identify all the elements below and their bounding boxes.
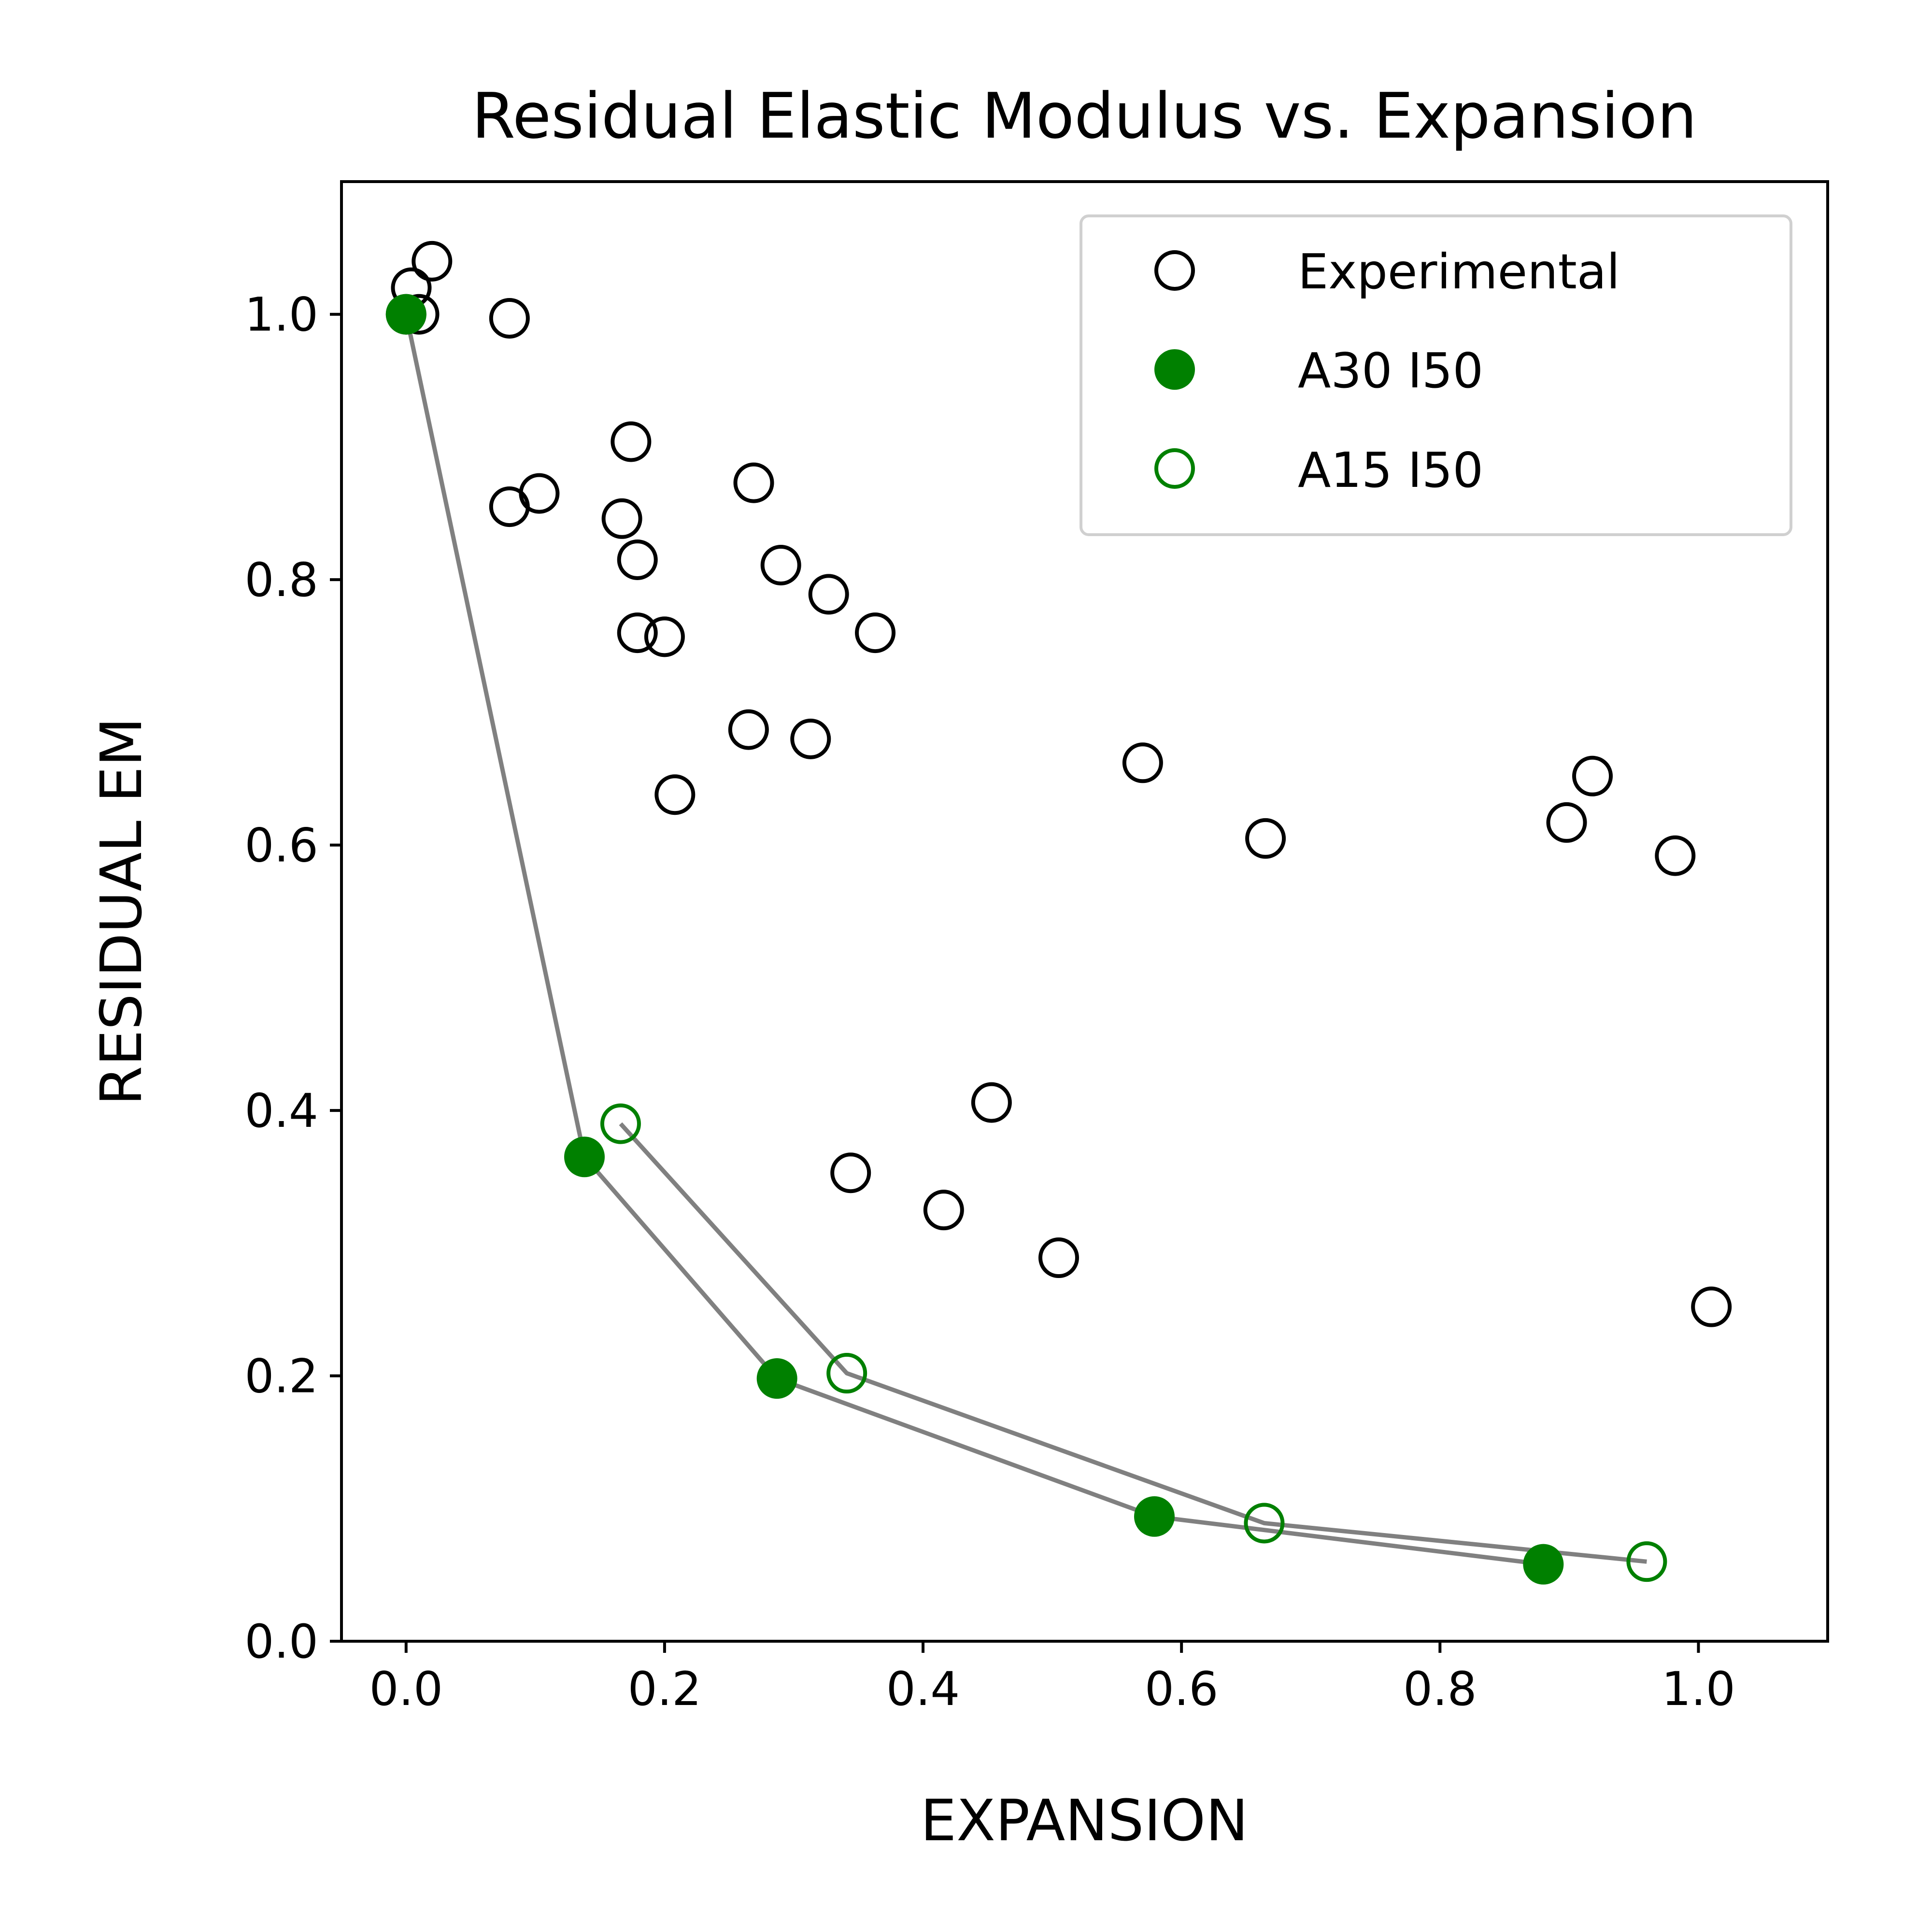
data-point-experimental	[617, 612, 658, 653]
x-axis: 0.0 0.2 0.4 0.6 0.8 1.0	[369, 1641, 1735, 1716]
data-point-experimental	[790, 718, 831, 759]
x-tick-label: 0.4	[886, 1662, 960, 1716]
x-tick-label: 1.0	[1662, 1662, 1735, 1716]
legend-frame	[1080, 214, 1792, 536]
data-point-experimental	[519, 473, 560, 514]
x-tick-label: 0.2	[628, 1662, 702, 1716]
data-point-experimental	[644, 616, 685, 657]
data-point-experimental	[855, 612, 896, 653]
legend-label-a30-i50: A30 I50	[1298, 342, 1483, 399]
data-point-experimental	[808, 574, 849, 615]
data-point-a30-i50	[1523, 1544, 1564, 1585]
data-point-experimental	[412, 241, 453, 282]
data-point-experimental	[617, 539, 658, 580]
y-tick-label: 0.6	[244, 819, 318, 873]
data-point-experimental	[728, 709, 769, 750]
data-point-experimental	[601, 498, 642, 539]
series-line-a15-i50	[619, 1122, 1647, 1564]
data-point-a15-i50	[826, 1353, 867, 1394]
data-point-experimental	[611, 421, 652, 462]
legend-marker-a30-i50	[1154, 349, 1195, 390]
legend-marker-a15-i50	[1154, 448, 1195, 489]
plot-area-frame	[340, 180, 1829, 1643]
chart-title: Residual Elastic Modulus vs. Expansion	[472, 79, 1697, 153]
data-point-a30-i50	[1134, 1496, 1175, 1537]
y-tick-label: 0.2	[244, 1350, 318, 1404]
y-tick-label: 0.4	[244, 1084, 318, 1138]
x-tick-label: 0.6	[1145, 1662, 1219, 1716]
data-point-a30-i50	[756, 1358, 797, 1399]
data-point-a15-i50	[1626, 1541, 1667, 1582]
data-point-experimental	[1245, 818, 1286, 859]
x-axis-title: EXPANSION	[921, 1787, 1249, 1854]
data-point-experimental	[1572, 755, 1613, 796]
data-point-a30-i50	[385, 294, 426, 335]
data-point-experimental	[1655, 835, 1696, 876]
y-tick-label: 1.0	[244, 288, 318, 342]
data-point-a30-i50	[564, 1136, 605, 1178]
x-tick-label: 0.0	[369, 1662, 443, 1716]
y-tick-label: 0.0	[244, 1615, 318, 1669]
data-point-experimental	[1546, 802, 1587, 843]
data-point-experimental	[830, 1152, 871, 1193]
legend-label-a15-i50: A15 I50	[1298, 442, 1483, 498]
series-points	[385, 241, 1732, 1585]
data-point-experimental	[489, 298, 530, 339]
x-tick-label: 0.8	[1403, 1662, 1477, 1716]
legend-marker-experimental	[1154, 250, 1195, 291]
data-point-experimental	[1038, 1237, 1079, 1279]
y-axis-title: RESIDUAL EM	[88, 717, 155, 1106]
data-point-a15-i50	[1244, 1503, 1285, 1544]
y-tick-label: 0.8	[244, 553, 318, 607]
data-point-experimental	[971, 1082, 1012, 1123]
data-point-experimental	[760, 544, 801, 585]
legend-label-experimental: Experimental	[1298, 243, 1620, 300]
data-point-experimental	[654, 774, 696, 815]
data-point-experimental	[1691, 1286, 1732, 1327]
data-point-experimental	[733, 462, 774, 503]
legend: Experimental A30 I50 A15 I50	[1080, 214, 1792, 536]
data-point-experimental	[923, 1190, 964, 1231]
data-point-experimental	[1122, 742, 1163, 783]
y-axis: 0.0 0.2 0.4 0.6 0.8 1.0	[244, 288, 341, 1669]
data-point-a15-i50	[600, 1103, 641, 1144]
